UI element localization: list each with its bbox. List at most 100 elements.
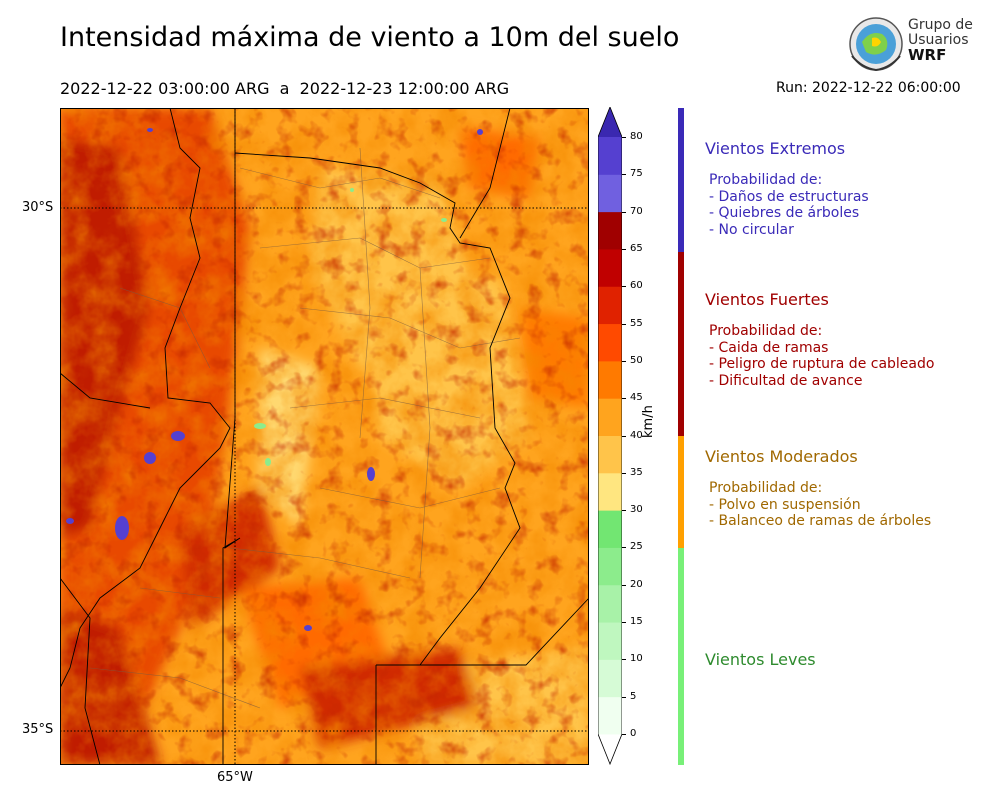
colorbar-tick-mark [622, 435, 626, 437]
legend-strong-desc: Probabilidad de: - Caida de ramas - Peli… [709, 323, 934, 389]
legend-line: - Caida de ramas [709, 339, 829, 356]
department-borders [89, 147, 521, 709]
strong-category-bar [678, 252, 684, 436]
colorbar-segment [598, 659, 622, 698]
colorbar-tick-label: 45 [630, 392, 643, 404]
colorbar-segment [598, 360, 622, 399]
colorbar-tick-label: 0 [630, 728, 637, 739]
colorbar-tick-label: 80 [630, 131, 643, 142]
colorbar-tick-label: 40 [630, 429, 643, 441]
legend-line: - Quiebres de árboles [709, 205, 860, 221]
colorbar-tick-label: 70 [630, 205, 643, 217]
colorbar-tick-mark [622, 174, 626, 176]
colorbar-tick-mark [622, 547, 626, 549]
colorbar-tick-mark [622, 323, 626, 325]
colorbar-tick-label: 30 [630, 504, 643, 516]
colorbar-tick-mark [622, 398, 626, 400]
legend-line: - Daños de estructuras [709, 188, 869, 205]
colorbar-segment [598, 584, 622, 623]
legend-moderate-desc: Probabilidad de: - Polvo en suspensión -… [709, 480, 931, 530]
colorbar-unit-label: km/h [641, 405, 656, 438]
wind-map [60, 108, 589, 765]
colorbar-segment [598, 547, 622, 586]
colorbar-segment [598, 137, 622, 175]
colorbar-tick-mark [622, 584, 626, 586]
colorbar-tick-mark [622, 248, 626, 250]
colorbar [598, 107, 622, 766]
legend-extreme: Vientos Extremos Probabilidad de: - Daño… [705, 139, 869, 238]
colorbar-under-extension [598, 734, 622, 764]
colorbar-segment [598, 622, 622, 660]
legend-light-title: Vientos Leves [705, 650, 816, 669]
extreme-category-bar [678, 108, 684, 252]
colorbar-tick-mark [622, 286, 626, 288]
legend-light: Vientos Leves [705, 650, 816, 669]
province-borders [60, 108, 589, 765]
colorbar-tick-label: 60 [630, 280, 643, 292]
legend-moderate: Vientos Moderados Probabilidad de: - Pol… [705, 447, 931, 530]
colorbar-tick-label: 15 [630, 616, 643, 628]
legend-strong-title: Vientos Fuertes [705, 290, 829, 309]
legend-line: - Balanceo de ramas de árboles [709, 513, 932, 529]
colorbar-segment [598, 472, 622, 511]
logo-text: Grupo de Usuarios WRF [908, 18, 973, 64]
colorbar-tick-label: 65 [630, 242, 643, 254]
extreme-spots [66, 128, 483, 631]
legend-line: - Dificultad de avance [709, 372, 863, 389]
legend-strong: Vientos Fuertes Probabilidad de: - Caida… [705, 290, 934, 389]
logo-line1: Grupo de [908, 17, 973, 33]
legend-line: Probabilidad de: [709, 323, 823, 339]
colorbar-tick-label: 20 [630, 578, 643, 590]
logo-line2: Usuarios [908, 32, 969, 48]
map-frame [60, 108, 589, 765]
colorbar-tick-mark [622, 622, 626, 624]
colorbar-segment [598, 248, 622, 287]
colorbar-segment [598, 435, 622, 474]
legend-line: - Peligro de ruptura de cableado [709, 356, 935, 372]
colorbar-tick-label: 55 [630, 317, 643, 329]
colorbar-tick-mark [622, 472, 626, 474]
lat-label-30s: 30°S [22, 200, 54, 215]
colorbar-tick-mark [622, 734, 626, 735]
graticule [60, 108, 589, 765]
colorbar-tick-label: 25 [630, 541, 643, 553]
colorbar-outline [598, 107, 622, 766]
run-time: Run: 2022-12-22 06:00:00 [776, 80, 961, 96]
colorbar-segment [598, 323, 622, 362]
colorbar-segment [598, 510, 622, 548]
colorbar-tick-mark [622, 659, 626, 661]
colorbar-tick-mark [622, 137, 626, 138]
light-category-bar [678, 548, 684, 765]
colorbar-over-extension [598, 107, 622, 137]
colorbar-segment [598, 174, 622, 213]
wind-texture-strong [60, 108, 589, 765]
lat-label-35s: 35°S [22, 722, 54, 737]
logo-line3: WRF [908, 46, 947, 64]
colorbar-tick-mark [622, 696, 626, 698]
legend-extreme-title: Vientos Extremos [705, 139, 846, 158]
legend-line: Probabilidad de: [709, 480, 823, 496]
colorbar-tick-label: 50 [630, 354, 643, 366]
colorbar-tick-label: 5 [630, 690, 637, 702]
legend-line: Probabilidad de: [709, 172, 823, 188]
colorbar-tick-mark [622, 510, 626, 512]
colorbar-tick-mark [622, 360, 626, 362]
light-spots [254, 188, 447, 466]
map-title: Intensidad máxima de viento a 10m del su… [60, 22, 680, 53]
moderate-category-bar [678, 436, 684, 548]
colorbar-segment [598, 696, 622, 735]
legend-extreme-desc: Probabilidad de: - Daños de estructuras … [709, 172, 869, 238]
colorbar-segment [598, 398, 622, 436]
legend-line: - No circular [709, 221, 794, 238]
globe-icon [849, 17, 903, 72]
colorbar-tick-label: 35 [630, 466, 643, 478]
colorbar-tick-label: 75 [630, 168, 643, 180]
grupo-wrf-logo: Grupo de Usuarios WRF [848, 16, 973, 74]
valid-period: 2022-12-22 03:00:00 ARG a 2022-12-23 12:… [60, 79, 510, 98]
colorbar-tick-mark [622, 211, 626, 213]
legend-line: - Polvo en suspensión [709, 496, 861, 513]
colorbar-segment [598, 211, 622, 250]
colorbar-segment [598, 286, 622, 325]
lon-label-65w: 65°W [217, 770, 253, 785]
colorbar-tick-label: 10 [630, 653, 643, 665]
